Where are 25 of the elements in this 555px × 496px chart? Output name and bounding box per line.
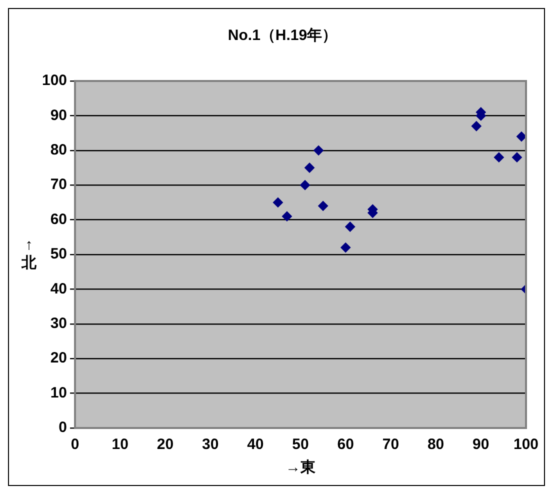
y-tick-label: 50 bbox=[50, 246, 68, 263]
y-tick-label: 60 bbox=[50, 210, 68, 228]
x-tick-label: 90 bbox=[472, 436, 490, 454]
y-tick-label: 70 bbox=[50, 176, 68, 194]
x-tick-label: 50 bbox=[292, 436, 309, 454]
x-tick-label: 80 bbox=[427, 436, 444, 454]
y-tick-label: 20 bbox=[50, 350, 68, 367]
y-tick-label: 40 bbox=[50, 280, 68, 298]
y-tick-label: 100 bbox=[42, 72, 68, 90]
chart-title: No.1（H.19年） bbox=[228, 27, 338, 44]
y-tick-label: 30 bbox=[50, 315, 68, 332]
y-tick-label: 10 bbox=[50, 384, 68, 402]
x-axis-title: →東 bbox=[286, 459, 317, 476]
y-tick-label: 80 bbox=[50, 142, 68, 159]
y-axis-title: ↑北 bbox=[20, 236, 38, 272]
y-tick-label: 90 bbox=[50, 106, 68, 124]
x-tick-label: 30 bbox=[202, 436, 219, 454]
x-tick-label: 70 bbox=[382, 436, 400, 454]
x-tick-label: 60 bbox=[337, 436, 354, 454]
x-tick-label: 40 bbox=[247, 436, 264, 454]
y-tick-label: 0 bbox=[58, 419, 68, 436]
x-tick-label: 100 bbox=[513, 436, 539, 454]
x-tick-label: 20 bbox=[156, 436, 174, 454]
x-tick-label: 10 bbox=[112, 436, 128, 454]
x-tick-label: 0 bbox=[70, 436, 80, 454]
